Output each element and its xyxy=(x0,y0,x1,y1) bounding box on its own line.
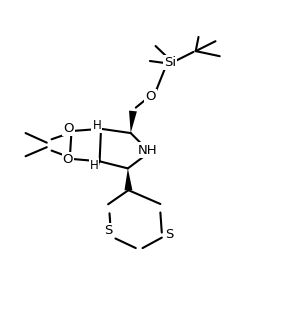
Polygon shape xyxy=(124,168,132,190)
Text: S: S xyxy=(165,228,173,241)
Text: O: O xyxy=(63,122,74,135)
Text: H: H xyxy=(92,119,101,132)
Text: O: O xyxy=(145,90,156,103)
Text: Si: Si xyxy=(164,56,176,69)
Text: O: O xyxy=(63,153,73,166)
Text: H: H xyxy=(89,159,98,172)
Text: S: S xyxy=(104,224,112,237)
Text: NH: NH xyxy=(138,144,157,157)
Polygon shape xyxy=(129,111,137,133)
